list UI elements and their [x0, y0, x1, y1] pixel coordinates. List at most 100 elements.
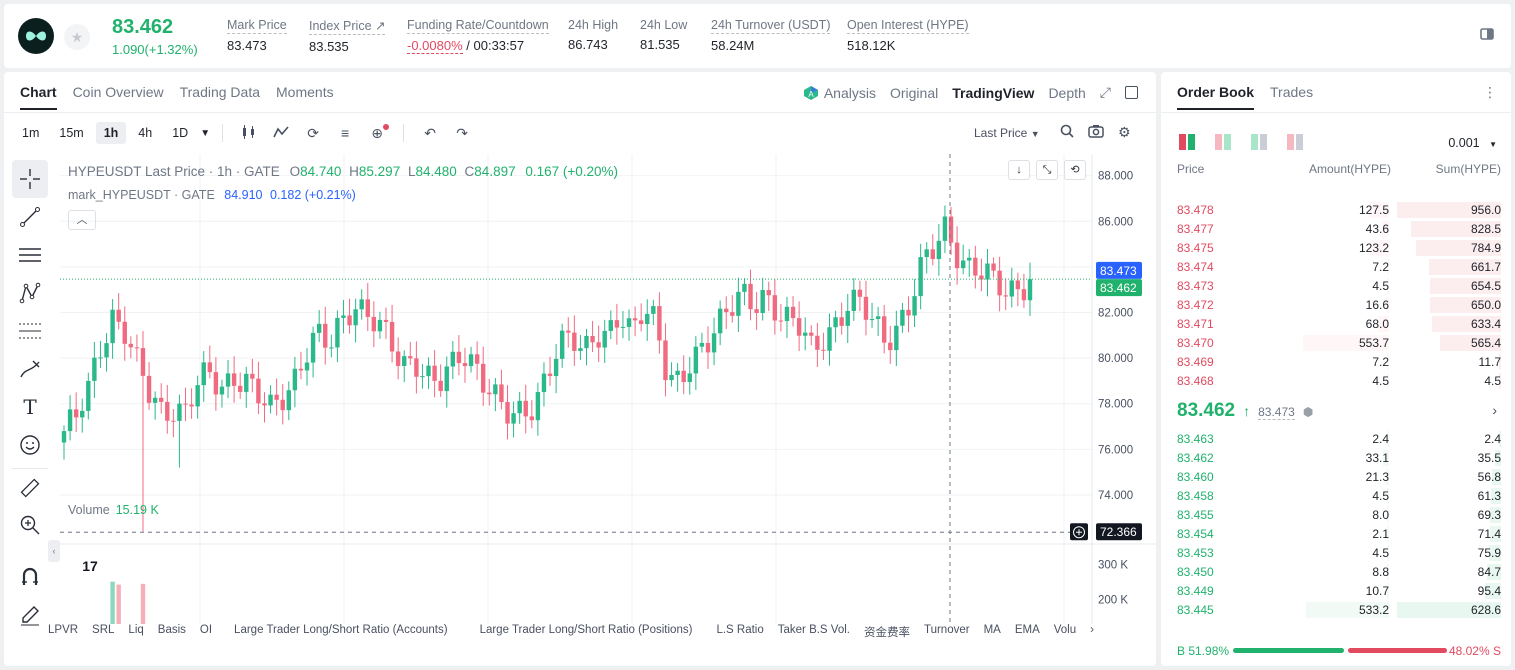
indicator-item[interactable]: EMA — [1014, 624, 1040, 636]
ask-row[interactable]: 83.468 4.5 4.5 — [1161, 371, 1511, 390]
emoji-icon[interactable] — [12, 426, 48, 464]
redo-icon[interactable]: ↷ — [456, 124, 468, 141]
indicator-item[interactable]: SRL — [92, 624, 115, 636]
amount-bar — [1383, 450, 1389, 466]
indicator-item[interactable]: Turnover — [923, 624, 970, 636]
bid-row[interactable]: 83.455 8.0 69.3 — [1161, 505, 1511, 524]
tab-tradingview[interactable]: TradingView — [952, 84, 1035, 101]
ask-row[interactable]: 83.471 68.0 633.4 — [1161, 314, 1511, 333]
precision-select[interactable]: 0.001 ▼ — [1448, 136, 1497, 150]
hype-coin-icon — [18, 18, 54, 54]
indicator-item[interactable]: OI — [199, 624, 213, 636]
book-mode-both-icon[interactable] — [1179, 134, 1195, 150]
pencil-icon[interactable] — [12, 596, 48, 634]
pattern-icon[interactable] — [12, 274, 48, 312]
bid-row[interactable]: 83.460 21.3 56.8 — [1161, 467, 1511, 486]
ask-row[interactable]: 83.469 7.2 11.7 — [1161, 352, 1511, 371]
fib-icon[interactable] — [12, 312, 48, 350]
order-price: 83.473 — [1177, 279, 1214, 293]
scroll-down-icon[interactable]: ↓ — [1008, 160, 1030, 180]
tab-moments[interactable]: Moments — [276, 84, 334, 100]
book-mode-split-icon[interactable] — [1215, 134, 1231, 150]
book-mode-asks-icon[interactable] — [1287, 134, 1303, 150]
tab-original[interactable]: Original — [889, 84, 939, 101]
indicator-item[interactable]: MA — [983, 624, 1001, 636]
book-mode-bids-icon[interactable] — [1251, 134, 1267, 150]
ask-row[interactable]: 83.474 7.2 661.7 — [1161, 257, 1511, 276]
brush-icon[interactable] — [12, 350, 48, 388]
tab-coin-overview[interactable]: Coin Overview — [72, 84, 164, 100]
analysis-tab[interactable]: A Analysis — [803, 85, 876, 101]
timeframe-dropdown-icon[interactable]: ▼ — [200, 127, 211, 139]
ruler-icon[interactable] — [12, 468, 48, 506]
chevron-right-icon[interactable]: › — [1090, 624, 1094, 636]
indicator-item[interactable]: Basis — [157, 624, 186, 636]
ask-row[interactable]: 83.477 43.6 828.5 — [1161, 219, 1511, 238]
bid-row[interactable]: 83.462 33.1 35.5 — [1161, 448, 1511, 467]
compare-icon[interactable]: ⟳ — [307, 124, 319, 141]
tab-order-book[interactable]: Order Book — [1177, 84, 1255, 110]
stat-funding-rate[interactable]: Funding Rate/Countdown -0.0080% / 00:33:… — [407, 18, 549, 54]
stat-mark-price[interactable]: Mark Price 83.473 — [227, 18, 287, 53]
indicator-item[interactable]: Liq — [128, 624, 144, 636]
indicator-item[interactable]: Volu — [1053, 624, 1077, 636]
window-icon[interactable] — [1125, 86, 1138, 99]
ask-row[interactable]: 83.478 127.5 956.0 — [1161, 200, 1511, 219]
tab-trades[interactable]: Trades — [1270, 84, 1314, 100]
bid-row[interactable]: 83.449 10.7 95.4 — [1161, 581, 1511, 600]
timeframe-1m[interactable]: 1m — [22, 126, 40, 140]
magnet-icon[interactable] — [12, 558, 48, 596]
indicator-item[interactable]: Large Trader Long/Short Ratio (Positions… — [479, 624, 693, 636]
bid-row[interactable]: 83.450 8.8 84.7 — [1161, 562, 1511, 581]
search-icon[interactable] — [1060, 124, 1074, 141]
candles-icon[interactable] — [235, 124, 263, 142]
bid-row[interactable]: 83.463 2.4 2.4 — [1161, 429, 1511, 448]
trend-line-icon[interactable] — [12, 198, 48, 236]
templates-icon[interactable]: ≡ — [341, 125, 350, 141]
bid-row[interactable]: 83.453 4.5 75.9 — [1161, 543, 1511, 562]
expand-icon[interactable]: ⤢ — [1099, 84, 1111, 100]
more-options-icon[interactable]: ⋮ — [1483, 84, 1497, 100]
indicator-item[interactable]: L.S Ratio — [716, 624, 764, 636]
favorite-star-icon[interactable]: ★ — [64, 24, 90, 50]
undo-icon[interactable]: ↶ — [424, 124, 436, 141]
timeframe-4h[interactable]: 4h — [138, 126, 153, 140]
indicator-item[interactable]: LPVR — [48, 624, 79, 636]
indicator-item[interactable]: 资金费率 — [863, 627, 910, 639]
book-icon[interactable] — [1479, 26, 1497, 44]
tradingview-logo-icon[interactable]: 17 — [74, 554, 106, 578]
tab-depth[interactable]: Depth — [1048, 84, 1086, 101]
order-sum: 56.8 — [1477, 470, 1501, 484]
bid-row[interactable]: 83.445 533.2 628.6 — [1161, 600, 1511, 619]
timeframe-1d[interactable]: 1D — [172, 126, 189, 140]
fit-icon[interactable]: ⤡ — [1036, 160, 1058, 180]
add-indicator-icon[interactable]: ⊕ — [363, 123, 391, 142]
legend-collapse-button[interactable]: ︿ — [68, 210, 96, 230]
indicator-item[interactable]: Large Trader Long/Short Ratio (Accounts) — [234, 624, 448, 636]
ask-row[interactable]: 83.470 553.7 565.4 — [1161, 333, 1511, 352]
price-type-select[interactable]: Last Price ▼ — [974, 126, 1040, 140]
ask-row[interactable]: 83.473 4.5 654.5 — [1161, 276, 1511, 295]
stat-index-price[interactable]: Index Price ↗ 83.535 — [309, 19, 386, 54]
camera-icon[interactable] — [1088, 124, 1104, 141]
timeframe-15m[interactable]: 15m — [59, 126, 84, 140]
collapse-toolbar-icon[interactable]: ‹ — [48, 540, 60, 562]
chevron-right-icon[interactable]: › — [1492, 402, 1497, 418]
crosshair-icon[interactable] — [12, 160, 48, 198]
zoom-in-icon[interactable] — [12, 506, 48, 544]
bid-row[interactable]: 83.458 4.5 61.3 — [1161, 486, 1511, 505]
tab-trading-data[interactable]: Trading Data — [179, 84, 261, 100]
indicators-icon[interactable] — [267, 125, 295, 142]
price-chart[interactable]: 88.00086.00084.00082.00080.00078.00076.0… — [4, 154, 1156, 624]
text-tool-icon[interactable]: T — [23, 395, 37, 419]
settings-gear-icon[interactable]: ⚙ — [1118, 124, 1131, 140]
stat-24h-turnover: 24h Turnover (USDT) 58.24M — [711, 18, 831, 53]
bid-row[interactable]: 83.454 2.1 71.4 — [1161, 524, 1511, 543]
tab-chart[interactable]: Chart — [20, 84, 57, 110]
ask-row[interactable]: 83.472 16.6 650.0 — [1161, 295, 1511, 314]
indicator-item[interactable]: Taker B.S Vol. — [777, 624, 850, 636]
timeframe-1h[interactable]: 1h — [95, 122, 127, 144]
ask-row[interactable]: 83.475 123.2 784.9 — [1161, 238, 1511, 257]
reset-icon[interactable]: ⟲ — [1064, 160, 1086, 180]
horizontal-lines-icon[interactable] — [12, 236, 48, 274]
